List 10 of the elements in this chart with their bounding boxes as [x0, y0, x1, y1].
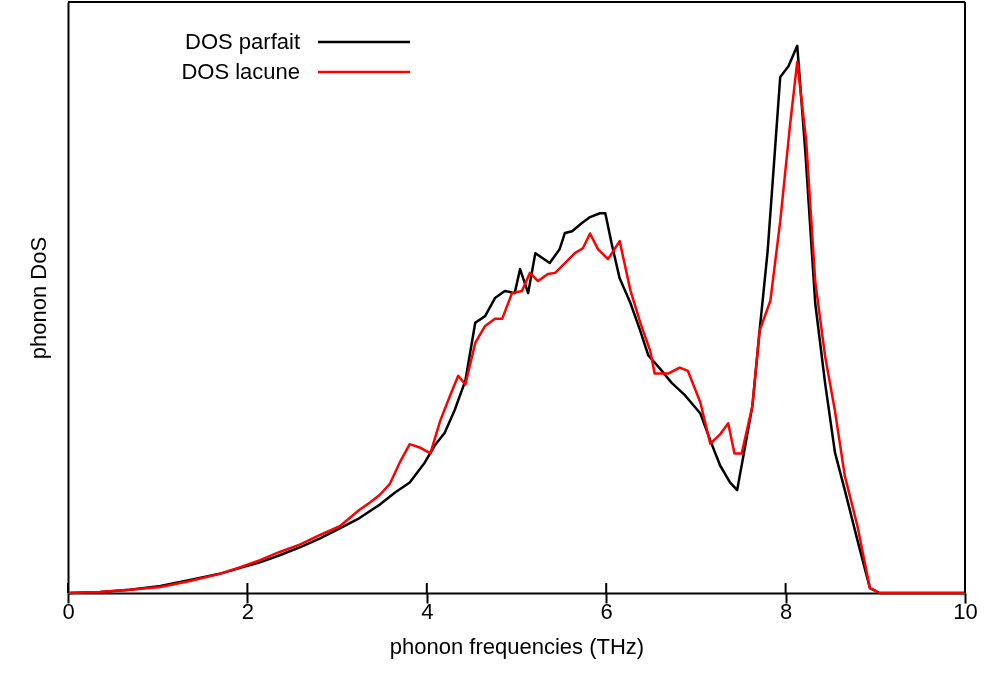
x-tick-label: 10: [953, 598, 978, 624]
x-tick-label: 0: [62, 598, 75, 624]
legend-label: DOS parfait: [185, 29, 300, 54]
legend-label: DOS lacune: [181, 59, 300, 84]
x-tick-label: 6: [600, 598, 613, 624]
x-tick-label: 2: [241, 598, 255, 624]
x-tick-label: 4: [421, 598, 434, 624]
x-axis-title: phonon frequencies (THz): [389, 633, 645, 659]
x-tick-label: 8: [779, 598, 793, 624]
y-axis-title: phonon DoS: [25, 236, 51, 360]
